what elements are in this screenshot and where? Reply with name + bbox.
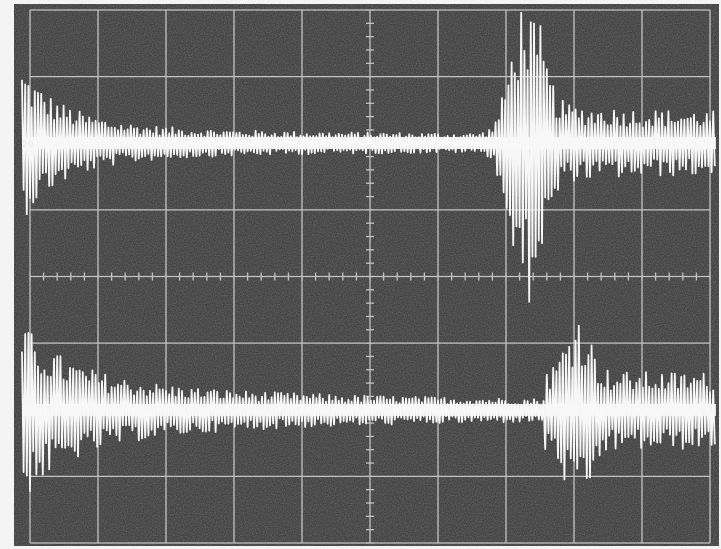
screen-grain bbox=[14, 4, 719, 546]
oscilloscope-photo: 20 bbox=[0, 0, 721, 549]
trace-label: 20 bbox=[22, 140, 34, 150]
waveform-core bbox=[22, 137, 716, 149]
waveform-core bbox=[22, 404, 716, 416]
